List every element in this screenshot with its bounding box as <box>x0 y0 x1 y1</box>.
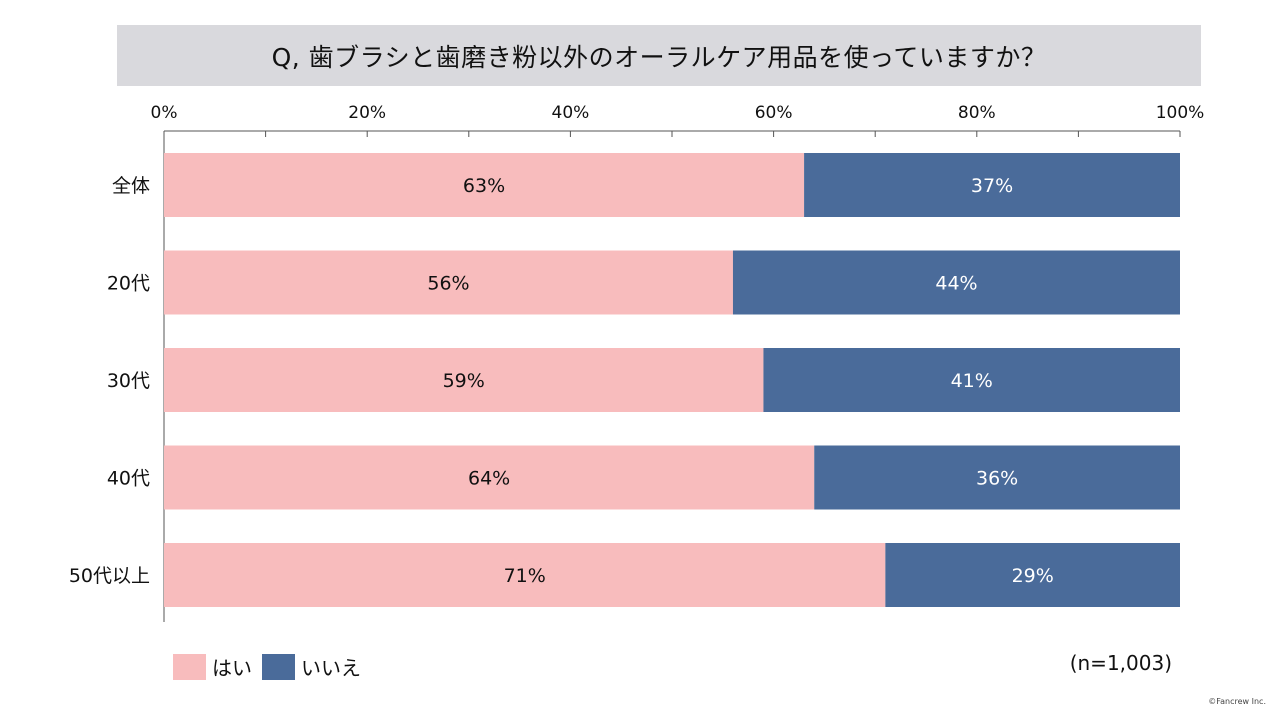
bar-segment-yes <box>164 348 764 412</box>
bar-segment-no <box>763 348 1180 412</box>
legend-item-yes: はい <box>173 652 252 681</box>
x-tick-label: 100% <box>1156 103 1205 123</box>
x-tick-label: 60% <box>755 103 793 123</box>
data-label: 63% <box>463 175 505 197</box>
bar-segment-no <box>814 445 1180 510</box>
data-label: 37% <box>971 175 1013 197</box>
data-label: 64% <box>468 468 510 490</box>
data-label: 29% <box>1012 565 1054 587</box>
data-label: 59% <box>443 370 485 392</box>
category-label: 30代 <box>107 370 150 392</box>
data-label: 56% <box>427 273 469 295</box>
bar-segment-no <box>885 543 1180 607</box>
x-tick-label: 80% <box>958 103 996 123</box>
bar-segment-yes <box>164 250 733 315</box>
x-tick-label: 0% <box>151 103 178 123</box>
x-tick-label: 20% <box>348 103 386 123</box>
sample-size: (n=1,003) <box>1069 651 1172 675</box>
legend-label-no: いいえ <box>301 656 361 680</box>
data-label: 71% <box>504 565 546 587</box>
legend-item-no: いいえ <box>262 652 361 681</box>
bar-segment-yes <box>164 153 805 217</box>
bar-segment-no <box>804 153 1180 217</box>
copyright: ©Fancrew Inc. <box>1208 697 1266 706</box>
legend-swatch-no <box>262 653 295 680</box>
data-label: 36% <box>976 468 1018 490</box>
bar-segment-no <box>732 250 1180 315</box>
category-label: 20代 <box>107 273 150 295</box>
chart-title: Q, 歯ブラシと歯磨き粉以外のオーラルケア用品を使っていますか？ <box>271 42 1047 72</box>
legend-label-yes: はい <box>212 656 252 680</box>
category-label: 40代 <box>107 468 150 490</box>
category-label: 全体 <box>112 175 150 197</box>
legend: はい いいえ <box>173 652 371 681</box>
category-label: 50代以上 <box>69 565 150 587</box>
x-tick-label: 40% <box>552 103 590 123</box>
bar-segment-yes <box>164 543 886 607</box>
data-label: 44% <box>935 273 977 295</box>
bar-segment-yes <box>164 445 815 510</box>
legend-swatch-yes <box>173 653 206 680</box>
data-label: 41% <box>951 370 993 392</box>
title-bar: Q, 歯ブラシと歯磨き粉以外のオーラルケア用品を使っていますか？ <box>117 25 1201 86</box>
